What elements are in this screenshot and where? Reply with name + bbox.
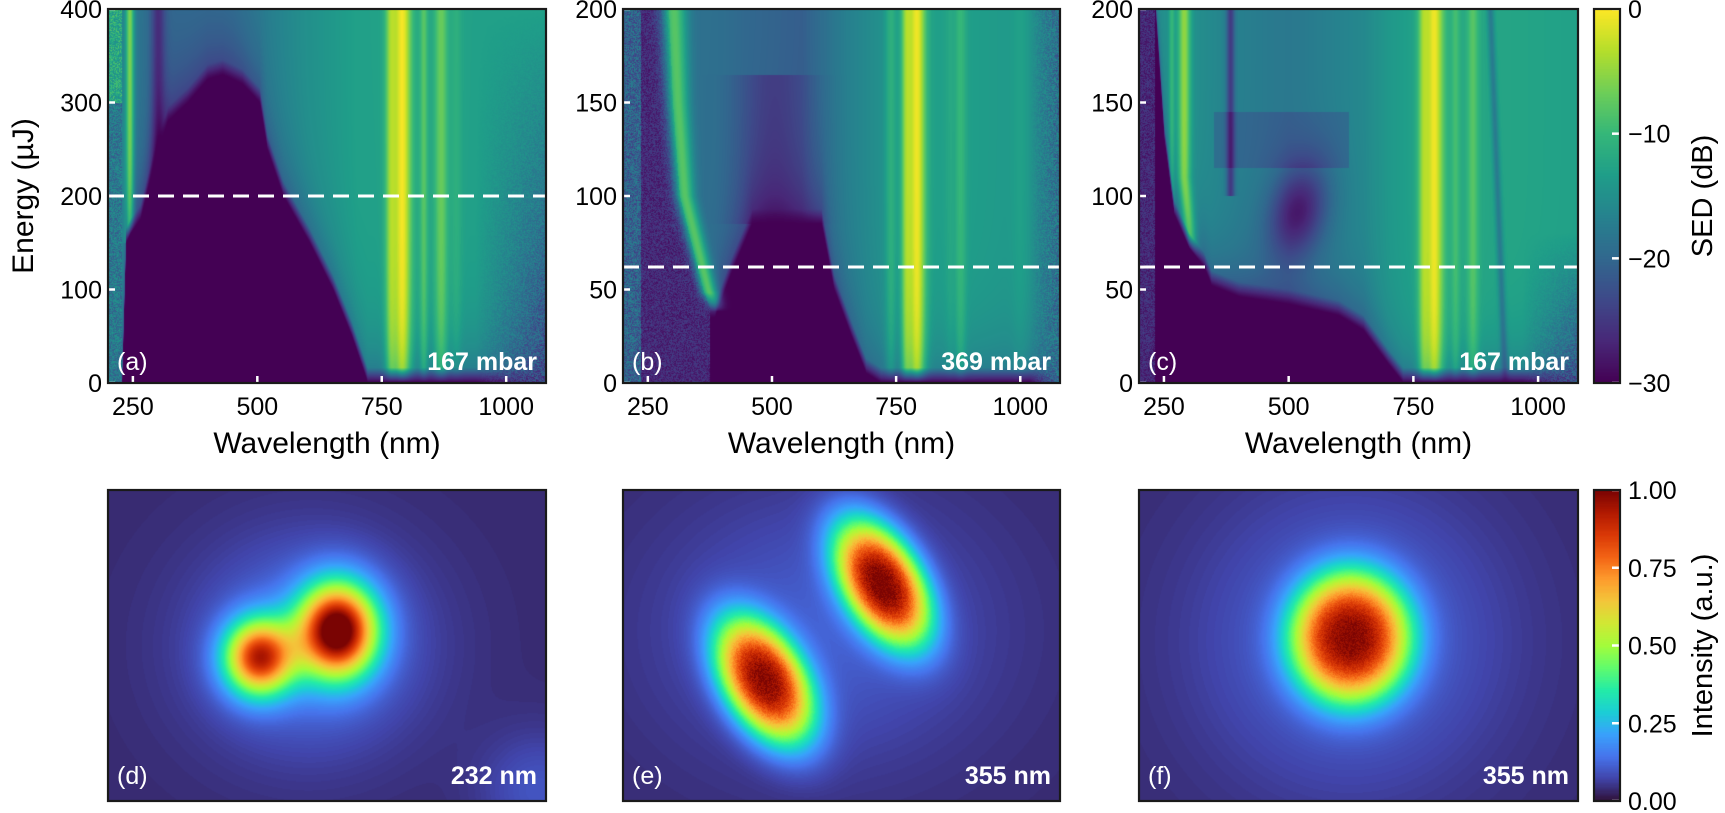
y-tick-label: 200	[60, 183, 102, 211]
panel-annotation: 355 nm	[965, 762, 1051, 790]
beam-profile-f	[1139, 490, 1578, 801]
panel-frame	[106, 7, 548, 385]
x-tick-label: 250	[627, 393, 669, 421]
x-tick-label: 500	[236, 393, 278, 421]
y-tick-label: 0	[1119, 370, 1133, 398]
panel-frame	[106, 488, 548, 803]
panel-annotation: 232 nm	[451, 762, 537, 790]
panel-frame	[621, 7, 1062, 385]
panel-c: 0 50 100 150 200 250 500 750 1000 Wavelength (nm)…	[1091, 0, 1580, 460]
panel-label: (e)	[632, 762, 663, 790]
y-tick-label: 50	[1105, 277, 1133, 305]
beam-profile-e	[623, 490, 1060, 801]
sed-colorbar-axis: 0 −10 −20 −30 SED (dB)	[1592, 0, 1719, 398]
y-axis-label: Energy (µJ)	[7, 118, 40, 274]
x-tick-label: 250	[112, 393, 154, 421]
sed-colorbar	[1594, 9, 1620, 383]
panel-b: 0 50 100 150 200 250 500 750 1000 Wavelength (nm)…	[575, 0, 1062, 460]
x-axis-label: Wavelength (nm)	[728, 427, 955, 460]
panel-a: 0 100 200 300 400 250 500 750 1000 Wavelength (nm…	[7, 0, 548, 460]
panel-frame	[621, 488, 1062, 803]
y-tick-label: 0	[603, 370, 617, 398]
panel-f: (f) 355 nm	[1137, 488, 1580, 803]
y-tick-label: 400	[60, 0, 102, 24]
y-tick-label: 50	[589, 277, 617, 305]
y-tick-label: 100	[60, 277, 102, 305]
x-tick-label: 500	[751, 393, 793, 421]
panel-label: (a)	[117, 348, 148, 376]
y-tick-label: 200	[1091, 0, 1133, 24]
colorbar-tick-label: 1.00	[1628, 477, 1677, 505]
y-tick-label: 200	[575, 0, 617, 24]
colorbar-tick-label: 0.25	[1628, 710, 1677, 738]
beam-profile-d	[108, 490, 546, 801]
x-tick-label: 1000	[992, 393, 1048, 421]
panel-frame	[1137, 7, 1580, 385]
panel-d: (d) 232 nm	[106, 488, 548, 803]
x-tick-label: 1000	[1510, 393, 1566, 421]
colorbar-tick-label: 0	[1628, 0, 1642, 24]
colorbar-tick-label: −20	[1628, 245, 1670, 273]
colorbar-label: SED (dB)	[1687, 135, 1719, 257]
spectrum-heatmap-c	[1139, 9, 1578, 383]
panel-label: (c)	[1148, 348, 1177, 376]
panel-frame	[1137, 488, 1580, 803]
panel-annotation: 167 mbar	[1459, 348, 1569, 376]
intensity-colorbar-axis: 1.00 0.75 0.50 0.25 0.00 Intensity (a.u.)	[1592, 477, 1719, 813]
spectrum-heatmap-b	[623, 9, 1060, 383]
x-tick-label: 750	[875, 393, 917, 421]
x-tick-label: 1000	[478, 393, 534, 421]
x-tick-label: 750	[1393, 393, 1435, 421]
colorbar-tick-label: 0.00	[1628, 788, 1677, 813]
y-tick-label: 100	[575, 183, 617, 211]
panel-annotation: 369 mbar	[941, 348, 1051, 376]
panel-label: (b)	[632, 348, 663, 376]
colorbar-tick-label: 0.50	[1628, 633, 1677, 661]
y-tick-label: 0	[88, 370, 102, 398]
colorbar-tick-label: −10	[1628, 121, 1670, 149]
panel-annotation: 355 nm	[1483, 762, 1569, 790]
y-tick-label: 100	[1091, 183, 1133, 211]
x-axis-label: Wavelength (nm)	[1245, 427, 1472, 460]
colorbar-tick-label: −30	[1628, 370, 1670, 398]
colorbar-label: Intensity (a.u.)	[1687, 554, 1719, 738]
panel-annotation: 167 mbar	[427, 348, 537, 376]
panel-e: (e) 355 nm	[621, 488, 1062, 803]
panel-label: (d)	[117, 762, 148, 790]
y-tick-label: 150	[575, 90, 617, 118]
x-tick-label: 250	[1143, 393, 1185, 421]
panel-label: (f)	[1148, 762, 1172, 790]
x-tick-label: 750	[361, 393, 403, 421]
y-tick-label: 150	[1091, 90, 1133, 118]
y-tick-label: 300	[60, 90, 102, 118]
x-axis-label: Wavelength (nm)	[213, 427, 440, 460]
colorbar-frame	[1592, 7, 1622, 385]
colorbar-frame	[1592, 488, 1622, 803]
colorbar-tick-label: 0.75	[1628, 555, 1677, 583]
x-tick-label: 500	[1268, 393, 1310, 421]
